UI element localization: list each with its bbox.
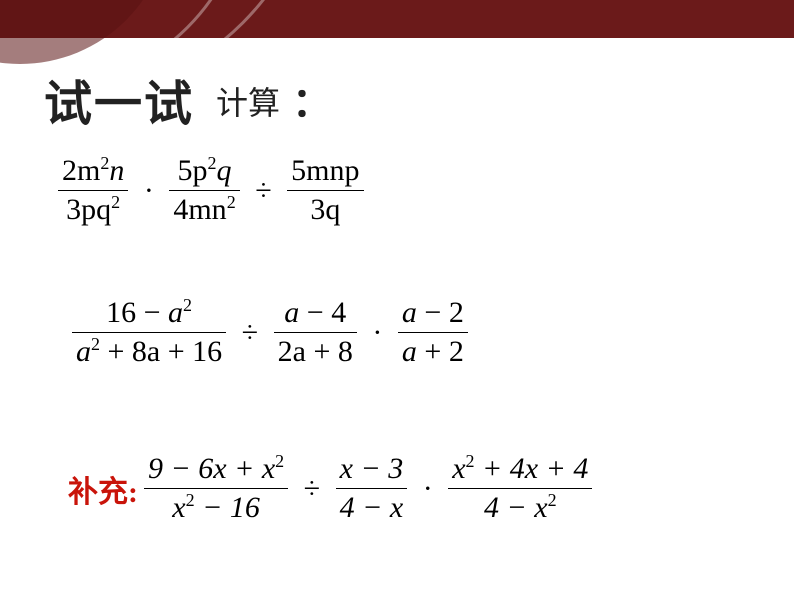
e3-divide: ÷: [298, 472, 326, 506]
title-sub: 计算: [216, 85, 280, 121]
title-main: 试一试: [44, 78, 194, 131]
e2-divide: ÷: [236, 316, 264, 350]
slide-header-band: [0, 0, 794, 38]
e2-fraction-2: a − 4 2a + 8: [274, 296, 357, 369]
title-colon: ：: [292, 80, 332, 125]
e2-fraction-3: a − 2 a + 2: [398, 296, 468, 369]
supplement-label: 补充:: [68, 467, 138, 511]
e3-dot: ·: [417, 472, 439, 506]
slide-title: 试一试 计算 ：: [44, 64, 332, 134]
expression-2: 16 − a2 a2 + 8a + 16 ÷ a − 4 2a + 8 · a …: [70, 296, 470, 369]
e1-divide: ÷: [249, 174, 277, 208]
e3-fraction-2: x − 3 4 − x: [336, 452, 408, 525]
e3-fraction-3: x2 + 4x + 4 4 − x2: [448, 452, 592, 525]
e1-fraction-3: 5mnp 3q: [287, 154, 363, 227]
e1-fraction-2: 5p2q 4mn2: [169, 154, 239, 227]
expression-1: 2m2n 3pq2 · 5p2q 4mn2 ÷ 5mnp 3q: [56, 154, 366, 227]
e3-fraction-1: 9 − 6x + x2 x2 − 16: [144, 452, 288, 525]
e2-dot: ·: [366, 316, 388, 350]
e1-dot: ·: [138, 174, 160, 208]
e2-fraction-1: 16 − a2 a2 + 8a + 16: [72, 296, 226, 369]
expression-3-row: 补充: 9 − 6x + x2 x2 − 16 ÷ x − 3 4: [68, 452, 594, 525]
expression-3: 9 − 6x + x2 x2 − 16 ÷ x − 3 4 − x: [142, 452, 594, 525]
e1-fraction-1: 2m2n 3pq2: [58, 154, 128, 227]
